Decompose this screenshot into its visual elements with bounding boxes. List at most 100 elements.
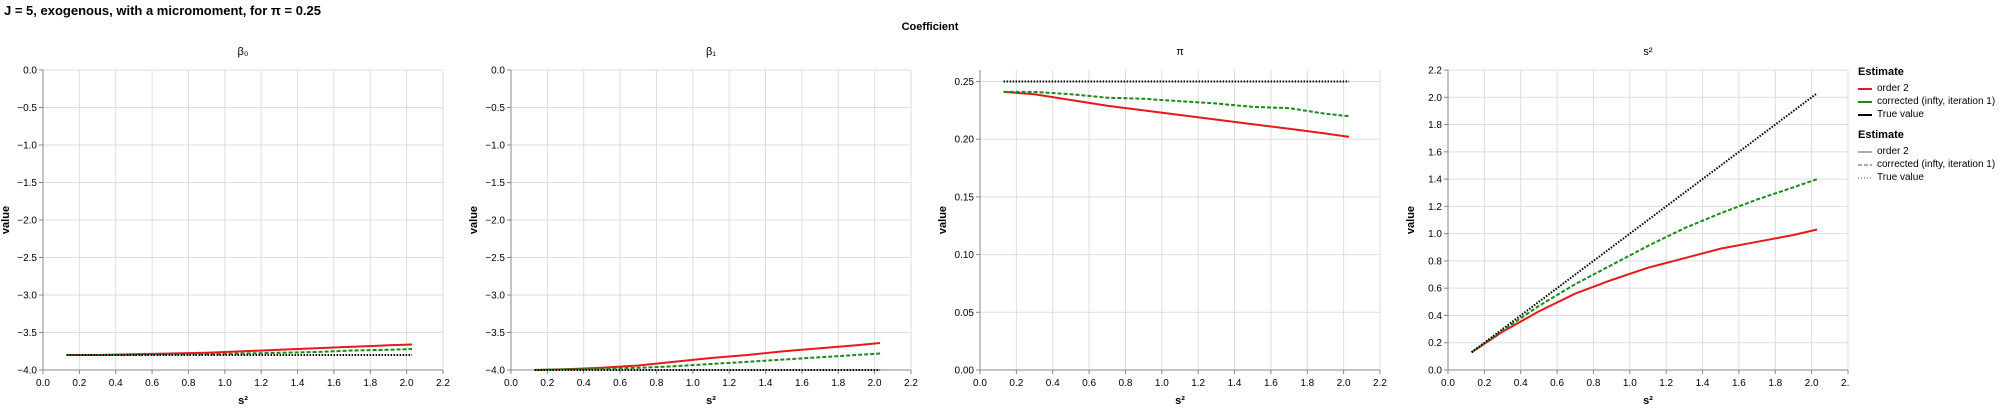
x-tick-label: 1.8: [831, 378, 845, 389]
x-tick-label: 0.4: [1046, 378, 1060, 389]
chart-title: J = 5, exogenous, with a micromoment, fo…: [4, 3, 321, 18]
x-tick-label: 0.6: [145, 378, 159, 389]
panel-title: β₀: [238, 46, 249, 58]
y-tick-label: −1.5: [485, 178, 505, 189]
x-tick-label: 2.0: [400, 378, 414, 389]
color-legend: Estimate order 2 corrected (infty, itera…: [1858, 66, 1995, 121]
y-tick-label: −1.5: [17, 178, 37, 189]
facet-title: Coefficient: [901, 21, 959, 33]
y-tick-label: 1.0: [1428, 229, 1442, 240]
y-tick-label: 0.6: [1428, 284, 1442, 295]
x-tick-label: 2.0: [1805, 378, 1819, 389]
x-tick-label: 0.2: [1477, 378, 1491, 389]
x-tick-label: 1.4: [1228, 378, 1242, 389]
legend-label: True value: [1877, 109, 1924, 120]
y-tick-label: −3.5: [485, 328, 505, 339]
y-tick-label: 0.10: [955, 250, 975, 261]
x-tick-label: 0.6: [613, 378, 627, 389]
y-tick-label: −3.5: [17, 328, 37, 339]
legend: Estimate order 2 corrected (infty, itera…: [1858, 66, 1995, 192]
series-line-true-value: [1470, 92, 1818, 354]
x-tick-label: 1.2: [1659, 378, 1673, 389]
x-tick-label: 1.6: [1732, 378, 1746, 389]
y-tick-label: −3.0: [485, 291, 505, 302]
x-tick-label: 0.4: [577, 378, 591, 389]
y-tick-label: 1.8: [1428, 120, 1442, 131]
panel-title: s²: [1643, 46, 1653, 58]
x-tick-label: 0.4: [109, 378, 123, 389]
y-tick-label: 0.25: [955, 77, 975, 88]
legend-item-order-2-dash: order 2: [1858, 145, 1995, 158]
y-tick-label: −2.0: [485, 216, 505, 227]
legend-item-corrected-dash: corrected (infty, iteration 1): [1858, 158, 1995, 171]
x-tick-label: 2.2: [1373, 378, 1387, 389]
legend-item-corrected: corrected (infty, iteration 1): [1858, 95, 1995, 108]
y-tick-label: −0.5: [17, 103, 37, 114]
x-tick-label: 2.2: [436, 378, 450, 389]
x-tick-label: 0.0: [504, 378, 518, 389]
y-axis-title: value: [468, 206, 480, 234]
legend-label: order 2: [1877, 83, 1909, 94]
panel-2: β₁0.0−0.5−1.0−1.5−2.0−2.5−3.0−3.5−4.00.0…: [468, 46, 918, 407]
legend-item-true-value-dash: True value: [1858, 171, 1995, 184]
series-line-order-2: [66, 343, 413, 356]
legend-item-order-2: order 2: [1858, 82, 1995, 95]
x-tick-label: 0.0: [1441, 378, 1455, 389]
x-tick-label: 0.0: [36, 378, 50, 389]
y-tick-label: −0.5: [485, 103, 505, 114]
x-tick-label: 0.0: [973, 378, 987, 389]
x-tick-label: 0.4: [1514, 378, 1528, 389]
y-tick-label: 1.2: [1428, 202, 1442, 213]
x-tick-label: 0.2: [72, 378, 86, 389]
x-tick-label: 1.0: [218, 378, 232, 389]
x-tick-label: 0.8: [182, 378, 196, 389]
x-tick-label: 2.2: [904, 378, 918, 389]
y-tick-label: 0.15: [955, 192, 975, 203]
x-tick-label: 1.8: [363, 378, 377, 389]
y-tick-label: 0.2: [1428, 338, 1442, 349]
y-tick-label: −1.0: [485, 141, 505, 152]
y-tick-label: 0.8: [1428, 256, 1442, 267]
y-tick-label: 1.6: [1428, 147, 1442, 158]
y-tick-label: 0.00: [955, 366, 975, 377]
dash-legend: Estimate order 2 corrected (infty, itera…: [1858, 129, 1995, 184]
x-tick-label: 1.0: [1155, 378, 1169, 389]
x-tick-label: 1.0: [1623, 378, 1637, 389]
legend-label: corrected (infty, iteration 1): [1877, 96, 1996, 107]
x-axis-title: s²: [1175, 395, 1185, 407]
x-tick-label: 0.2: [540, 378, 554, 389]
y-tick-label: 0.0: [23, 66, 37, 77]
x-tick-label: 0.2: [1009, 378, 1023, 389]
y-tick-label: 0.4: [1428, 311, 1442, 322]
y-tick-label: 0.05: [955, 308, 975, 319]
panel-3: π 0.25 0.20 0.15 0.10 0.05 0.000.0 0.2 0.4 0.6 0.8…: [937, 46, 1387, 407]
x-tick-label: 0.6: [1082, 378, 1096, 389]
y-tick-label: 0.20: [955, 135, 975, 146]
x-tick-label: 1.2: [722, 378, 736, 389]
x-tick-label: 1.4: [1696, 378, 1710, 389]
y-tick-label: 2.0: [1428, 93, 1442, 104]
x-tick-label: 2.0: [868, 378, 882, 389]
panel-1: β₀0.0−0.5−1.0−1.5−2.0−2.5−3.0−3.5−4.00.0…: [0, 46, 450, 407]
y-tick-label: −2.5: [17, 253, 37, 264]
color-legend-title: Estimate: [1858, 66, 1904, 78]
y-tick-label: −1.0: [17, 141, 37, 152]
x-tick-label: 1.6: [795, 378, 809, 389]
x-tick-label: 1.4: [291, 378, 305, 389]
dash-legend-title: Estimate: [1858, 129, 1904, 141]
x-tick-label: 0.8: [1587, 378, 1601, 389]
legend-label: corrected (infty, iteration 1): [1877, 159, 1996, 170]
x-axis-title: s²: [1643, 395, 1653, 407]
x-tick-label: 1.8: [1300, 378, 1314, 389]
legend-item-true-value: True value: [1858, 108, 1995, 121]
y-tick-label: −2.0: [17, 216, 37, 227]
series-line-corrected-infty-iteration-1-: [1003, 90, 1350, 118]
series-line-corrected-infty-iteration-1-: [1471, 178, 1818, 354]
y-tick-label: 2.2: [1428, 66, 1442, 77]
y-tick-label: −4.0: [17, 366, 37, 377]
y-tick-label: 0.0: [491, 66, 505, 77]
x-tick-label: 1.4: [759, 378, 773, 389]
x-tick-label: 1.0: [686, 378, 700, 389]
legend-label: True value: [1877, 172, 1924, 183]
y-tick-label: −2.5: [485, 253, 505, 264]
